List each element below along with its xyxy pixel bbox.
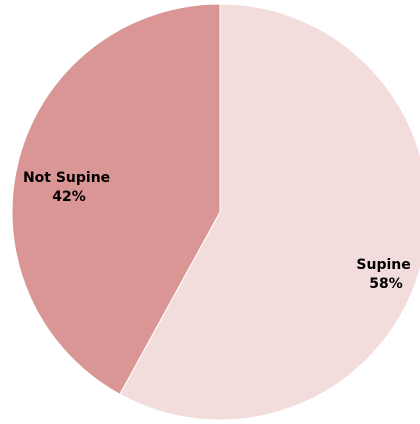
slice-label-not-supine-percent: 42% (52, 189, 86, 205)
pie-labels: Supine 58% Not Supine 42% (23, 170, 415, 292)
slice-label-supine-percent: 58% (369, 276, 403, 292)
pie-slice-supine (119, 3, 420, 421)
slice-label-not-supine-name: Not Supine (23, 170, 110, 186)
slice-label-supine: Supine 58% (356, 257, 415, 292)
pie-slices (11, 3, 420, 421)
slice-label-not-supine: Not Supine 42% (23, 170, 115, 205)
slice-label-supine-name: Supine (356, 257, 410, 273)
pie-slice-not-supine (11, 3, 221, 395)
